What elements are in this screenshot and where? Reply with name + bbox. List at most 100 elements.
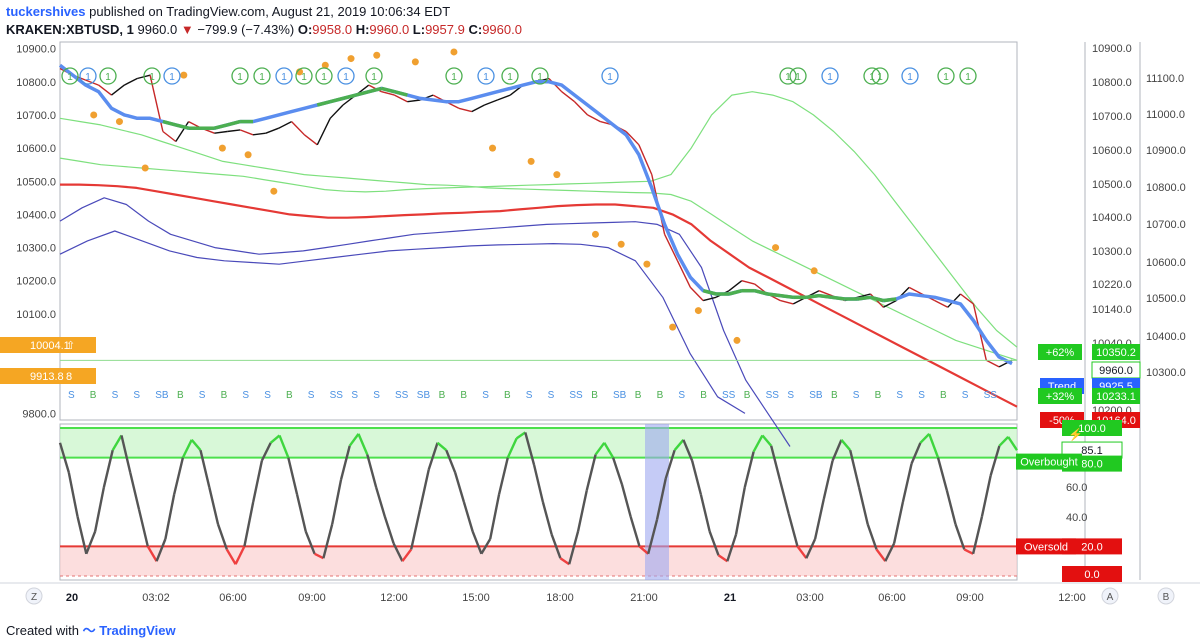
stochastic-segment bbox=[576, 489, 588, 532]
stochastic-segment bbox=[831, 439, 843, 462]
axis-button-label[interactable]: A bbox=[1107, 592, 1114, 603]
stochastic-segment bbox=[945, 489, 957, 525]
signal-text: B bbox=[657, 390, 664, 401]
marker-circle bbox=[365, 67, 383, 85]
stochastic-segment bbox=[813, 498, 825, 540]
stochastic-segment bbox=[120, 435, 132, 473]
signal-dot bbox=[772, 244, 780, 252]
stochastic-segment bbox=[611, 457, 624, 485]
osc-label-box bbox=[1062, 420, 1122, 436]
y-right-tick: 10220.0 bbox=[1092, 279, 1132, 291]
stochastic-segment bbox=[164, 494, 176, 540]
stochastic-segment bbox=[489, 494, 501, 540]
axis-button-label[interactable]: B bbox=[1163, 592, 1170, 603]
axis-button-label[interactable]: Z bbox=[31, 592, 37, 603]
axis-button[interactable] bbox=[1157, 587, 1175, 605]
y-left-tick: 10400.0 bbox=[16, 209, 56, 221]
y-right-tick: 10600.0 bbox=[1092, 145, 1132, 157]
lightning-icon: ⚡ bbox=[1068, 427, 1083, 441]
marker-circle bbox=[61, 67, 79, 85]
x-tick: 03:02 bbox=[142, 592, 170, 604]
trend-green-segment bbox=[355, 90, 370, 97]
stochastic-segment bbox=[348, 433, 360, 447]
stochastic-segment bbox=[655, 478, 667, 521]
signal-dot bbox=[450, 48, 458, 56]
osc-label-text: 100.0 bbox=[1078, 423, 1106, 435]
price-segment bbox=[239, 129, 254, 136]
marker-label: 1 bbox=[877, 72, 883, 83]
trend-green-segment bbox=[767, 292, 781, 298]
open-label: O: bbox=[297, 22, 313, 37]
stochastic-segment bbox=[989, 445, 1001, 476]
price-segment bbox=[278, 120, 292, 129]
stochastic-segment bbox=[770, 445, 782, 481]
x-tick: 09:00 bbox=[298, 592, 326, 604]
trend-green-segment bbox=[342, 93, 357, 101]
marker-label: 1 bbox=[965, 72, 971, 83]
oversold-label: Oversold bbox=[1024, 541, 1068, 553]
trend-green-segment bbox=[805, 293, 820, 300]
stochastic-segment bbox=[796, 545, 808, 559]
stochastic-segment bbox=[374, 486, 387, 518]
x-tick: 21:00 bbox=[630, 592, 658, 604]
y-outer-tick: 10600.0 bbox=[1146, 257, 1186, 269]
signal-dot bbox=[733, 336, 741, 344]
stochastic-segment bbox=[278, 434, 290, 459]
lower-blue-band bbox=[59, 230, 746, 414]
stochastic-segment bbox=[515, 431, 526, 440]
trend-green-segment bbox=[728, 288, 743, 296]
axis-button[interactable] bbox=[25, 587, 43, 605]
stochastic-segment bbox=[620, 483, 632, 518]
signal-dot bbox=[411, 58, 419, 66]
trend-green-segment bbox=[329, 96, 344, 104]
marker-label: 1 bbox=[67, 72, 73, 83]
created-with-text: Created with bbox=[6, 623, 79, 638]
marker-circle bbox=[477, 67, 495, 85]
marker-label: 1 bbox=[321, 72, 327, 83]
stochastic-segment bbox=[524, 432, 536, 466]
down-triangle-icon: ▼ bbox=[180, 22, 194, 37]
y-left-tick: 9800.0 bbox=[22, 408, 56, 420]
marker-label: 1 bbox=[259, 72, 265, 83]
signal-text: S bbox=[373, 390, 380, 401]
stochastic-segment bbox=[647, 519, 659, 555]
upper-green-band bbox=[59, 91, 1018, 348]
price-segment bbox=[329, 104, 344, 119]
stochastic-segment bbox=[822, 460, 834, 500]
price-segment bbox=[908, 286, 923, 295]
main-pane bbox=[59, 41, 1018, 421]
axis-button[interactable] bbox=[1101, 587, 1119, 605]
stochastic-segment bbox=[497, 457, 509, 495]
stochastic-segment bbox=[805, 538, 817, 559]
price-segment bbox=[574, 101, 589, 116]
stochastic-segment bbox=[392, 542, 404, 562]
stochastic-segment bbox=[699, 494, 711, 532]
price-segment bbox=[676, 260, 692, 288]
stochastic-segment bbox=[111, 434, 123, 451]
signal-dot bbox=[643, 260, 651, 268]
marker-circle bbox=[275, 67, 293, 85]
oversold-label-box bbox=[1016, 538, 1076, 555]
stochastic-segment bbox=[76, 516, 88, 555]
price-segment bbox=[471, 104, 485, 113]
right-label-box bbox=[1092, 388, 1140, 404]
marker-circle bbox=[959, 67, 977, 85]
stochastic-segment bbox=[752, 434, 764, 453]
signal-text: S bbox=[896, 390, 903, 401]
tradingview-brand[interactable]: TradingView bbox=[99, 623, 176, 638]
y-right-tick: 10800.0 bbox=[1092, 77, 1132, 89]
signal-dot bbox=[180, 71, 188, 79]
marker-label: 1 bbox=[149, 72, 155, 83]
price-segment bbox=[123, 77, 138, 86]
marker-circle bbox=[937, 67, 955, 85]
x-tick: 09:00 bbox=[956, 592, 984, 604]
signal-text: B bbox=[744, 390, 751, 401]
stochastic-segment bbox=[260, 442, 272, 462]
trend-green-segment bbox=[381, 86, 395, 94]
marker-circle bbox=[531, 67, 549, 85]
author-link[interactable]: tuckershives bbox=[6, 4, 86, 19]
right-label-text: 10350.2 bbox=[1096, 347, 1136, 359]
left-label-box bbox=[0, 337, 96, 353]
marker-label: 1 bbox=[371, 72, 377, 83]
